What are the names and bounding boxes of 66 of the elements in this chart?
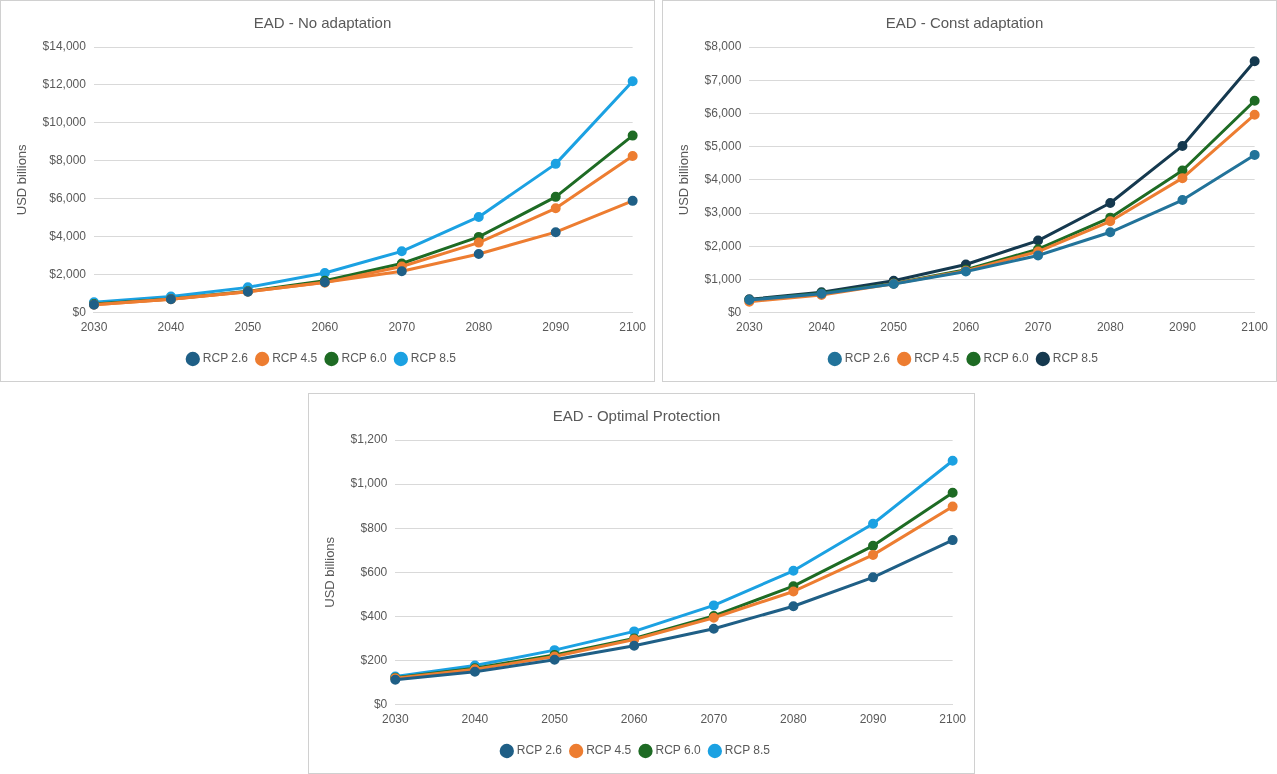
y-tick-label: $6,000 [704, 105, 742, 120]
x-tick-label: 2030 [80, 320, 108, 335]
chart-title: EAD - Optimal Protection [552, 407, 721, 425]
x-tick-label: 2050 [234, 320, 262, 335]
legend-label: RCP 2.6 [516, 743, 563, 758]
y-tick-label: $10,000 [42, 115, 87, 130]
x-tick-label: 2090 [1169, 320, 1197, 335]
y-axis-title: USD billions [676, 143, 692, 216]
x-tick-label: 2040 [157, 320, 185, 335]
legend-label: RCP 8.5 [410, 351, 457, 366]
x-tick-label: 2040 [808, 320, 836, 335]
x-tick-label: 2070 [700, 712, 728, 727]
y-tick-label: $1,000 [350, 476, 388, 491]
y-tick-label: $8,000 [704, 39, 742, 54]
y-tick-label: $0 [727, 304, 742, 319]
x-tick-label: 2080 [780, 712, 808, 727]
x-tick-label: 2050 [541, 712, 569, 727]
y-tick-label: $200 [360, 652, 388, 667]
legend-label: RCP 2.6 [844, 351, 891, 366]
y-tick-label: $4,000 [704, 172, 742, 187]
y-tick-label: $3,000 [704, 205, 742, 220]
y-tick-label: $4,000 [49, 229, 87, 244]
y-tick-label: $600 [360, 564, 388, 579]
x-tick-label: 2030 [735, 320, 763, 335]
y-axis-title: USD billions [14, 143, 30, 216]
y-tick-label: $800 [360, 520, 388, 535]
x-tick-label: 2050 [880, 320, 908, 335]
legend-label: RCP 4.5 [914, 351, 960, 366]
chart-title: EAD - Const adaptation [885, 14, 1044, 32]
x-tick-label: 2090 [859, 712, 887, 727]
x-tick-label: 2060 [620, 712, 648, 727]
x-tick-label: 2100 [1241, 320, 1269, 335]
x-tick-label: 2030 [381, 712, 409, 727]
y-tick-label: $14,000 [42, 39, 87, 54]
y-tick-label: $8,000 [49, 153, 87, 168]
x-tick-label: 2100 [939, 712, 967, 727]
y-tick-label: $12,000 [42, 77, 87, 92]
x-tick-label: 2080 [1096, 320, 1124, 335]
legend-label: RCP 4.5 [586, 743, 632, 758]
y-tick-label: $2,000 [49, 266, 87, 281]
legend-label: RCP 2.6 [202, 351, 249, 366]
x-tick-label: 2060 [311, 320, 339, 335]
y-tick-label: $1,000 [704, 271, 742, 286]
legend-label: RCP 6.0 [983, 351, 1029, 366]
legend-label: RCP 8.5 [1052, 351, 1099, 366]
legend-label: RCP 6.0 [655, 743, 701, 758]
x-tick-label: 2100 [619, 320, 647, 335]
y-tick-label: $5,000 [704, 138, 742, 153]
y-tick-label: $400 [360, 608, 388, 623]
y-tick-label: $6,000 [49, 191, 87, 206]
x-tick-label: 2040 [461, 712, 489, 727]
x-tick-label: 2060 [952, 320, 980, 335]
x-tick-label: 2070 [388, 320, 416, 335]
y-tick-label: $0 [373, 696, 388, 711]
legend-label: RCP 8.5 [724, 743, 771, 758]
chart-title: EAD - No adaptation [253, 14, 392, 32]
y-tick-label: $1,200 [350, 432, 388, 447]
x-tick-label: 2080 [465, 320, 493, 335]
y-tick-label: $2,000 [704, 238, 742, 253]
legend-label: RCP 6.0 [341, 351, 387, 366]
y-tick-label: $0 [72, 304, 87, 319]
y-tick-label: $7,000 [704, 72, 742, 87]
y-axis-title: USD billions [322, 536, 338, 608]
x-tick-label: 2070 [1024, 320, 1052, 335]
legend-label: RCP 4.5 [272, 351, 318, 366]
x-tick-label: 2090 [542, 320, 570, 335]
